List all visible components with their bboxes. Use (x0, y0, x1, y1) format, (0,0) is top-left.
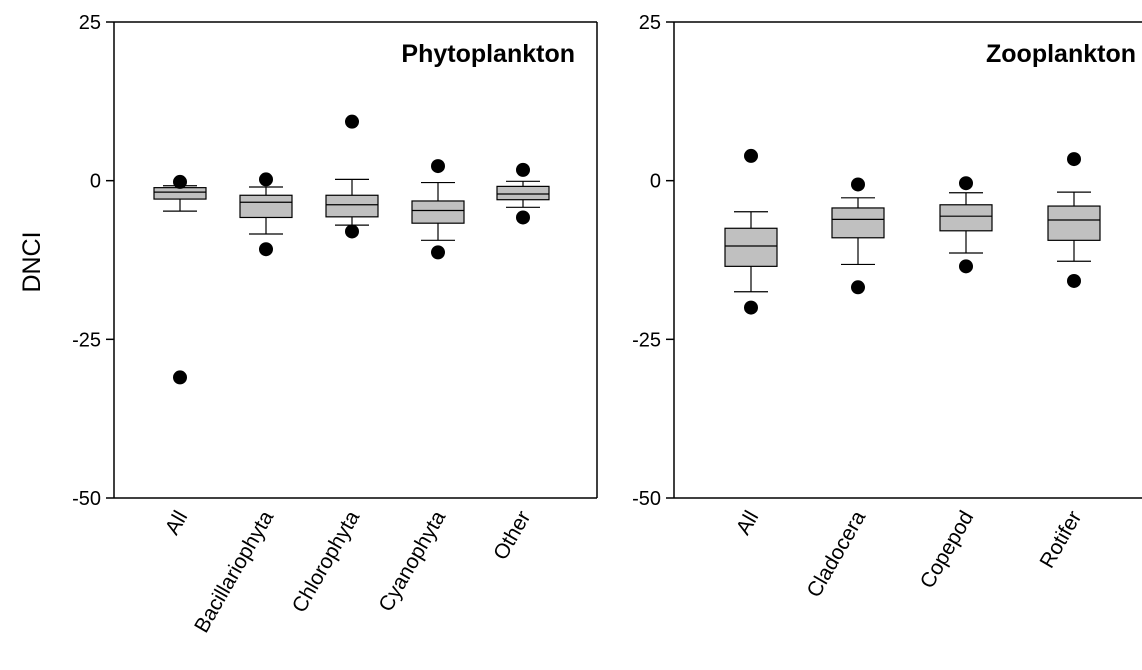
outlier-point (259, 172, 273, 187)
outlier-point (516, 162, 530, 177)
box-other (496, 162, 550, 225)
y-tick-label: 25 (639, 12, 661, 34)
outlier-point (345, 224, 359, 239)
x-tick-label: Rotifer (1035, 507, 1086, 572)
outlier-point (431, 245, 445, 260)
x-tick-label: All (732, 507, 764, 539)
x-tick-label: Other (489, 507, 535, 564)
y-tick-label: -50 (72, 488, 101, 510)
outlier-point (1067, 273, 1081, 288)
y-tick-label: 25 (79, 12, 101, 34)
panel-title: Phytoplankton (401, 40, 575, 68)
y-tick-label: 0 (650, 171, 661, 193)
y-tick-label: -25 (72, 329, 101, 351)
iqr-box (496, 185, 550, 201)
outlier-point (259, 242, 273, 257)
y-tick-label: -25 (632, 329, 661, 351)
x-tick-label: Cyanophyta (374, 507, 450, 616)
x-tick-label: Chlorophyta (288, 507, 365, 617)
x-tick-label: Bacillariophyta (190, 507, 278, 637)
box-bacillariophyta (239, 172, 293, 257)
iqr-box (153, 187, 207, 200)
x-tick-label: Cladocera (803, 507, 871, 602)
iqr-box (939, 204, 993, 232)
iqr-box (411, 200, 465, 224)
outlier-point (173, 370, 187, 385)
outlier-point (851, 177, 865, 192)
iqr-box (724, 227, 778, 267)
iqr-box (239, 194, 293, 219)
y-axis-label: DNCI (18, 231, 46, 292)
phytoplankton-panel: 25 0 -25 -50 Phytoplankton AllBacillariophyta… (72, 12, 598, 637)
x-tick-label: Copepod (916, 507, 979, 592)
outlier-point (516, 210, 530, 225)
outlier-point (744, 300, 758, 315)
box-cyanophyta (411, 159, 465, 260)
outlier-point (744, 148, 758, 163)
y-tick-label: -50 (632, 488, 661, 510)
box-chlorophyta (325, 114, 379, 239)
outlier-point (345, 114, 359, 129)
outlier-point (959, 176, 973, 191)
outlier-point (851, 280, 865, 295)
box-rotifer (1047, 152, 1101, 288)
panel-title: Zooplankton (986, 40, 1136, 68)
zooplankton-panel: 25 0 -25 -50 Zooplankton All Cladocera Copepod R… (632, 12, 1142, 601)
box-all (724, 148, 778, 315)
x-tick-label: All (161, 507, 193, 539)
box-all (153, 174, 207, 385)
outlier-point (173, 174, 187, 189)
outlier-point (959, 259, 973, 274)
outlier-point (431, 159, 445, 174)
iqr-box (325, 194, 379, 218)
iqr-box (831, 207, 885, 239)
y-tick-label: 0 (90, 171, 101, 193)
outlier-point (1067, 152, 1081, 167)
box-cladocera (831, 177, 885, 295)
box-copepod (939, 176, 993, 274)
iqr-box (1047, 205, 1101, 241)
